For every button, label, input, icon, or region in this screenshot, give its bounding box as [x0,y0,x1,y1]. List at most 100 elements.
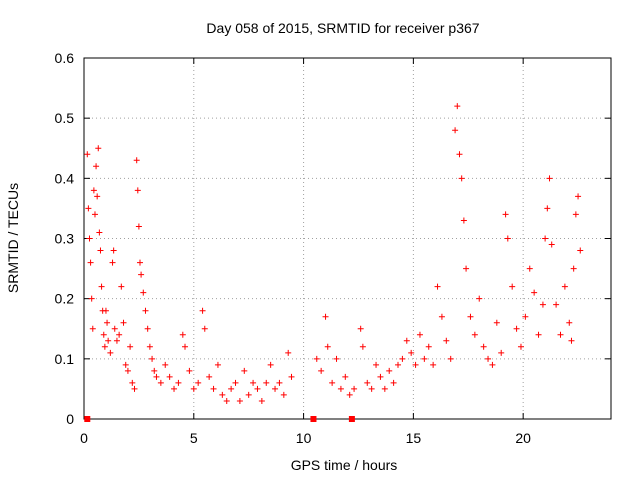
data-point [86,235,93,242]
data-point [124,367,131,374]
data-point [91,211,98,218]
data-point [96,229,103,236]
x-axis-label: GPS time / hours [291,457,398,473]
data-point [223,397,230,404]
data-point [88,295,95,302]
data-point [232,379,239,386]
x-tick-label: 5 [190,430,198,446]
data-point [102,307,109,314]
data-point [157,379,164,386]
data-point [263,379,270,386]
data-point [403,337,410,344]
data-point [498,349,505,356]
data-point [434,283,441,290]
data-point [142,307,149,314]
data-point [93,163,100,170]
data-point [140,289,147,296]
data-point [539,301,546,308]
y-tick-label: 0.2 [55,291,75,307]
data-point [219,391,226,398]
data-point [98,283,105,290]
data-point [351,385,358,392]
chart-title: Day 058 of 2015, SRMTID for receiver p36… [206,20,479,36]
data-point [548,241,555,248]
data-point [458,175,465,182]
data-point [471,331,478,338]
tick-labels: 0 0.1 0.2 0.3 0.4 0.5 0.6 0 5 10 15 20 [55,50,532,446]
data-point [258,397,265,404]
y-tick-label: 0.6 [55,50,75,66]
data-point [568,337,575,344]
y-axis-label: SRMTID / TECUs [5,183,21,293]
data-point [241,367,248,374]
data-point [416,331,423,338]
data-point [452,127,459,134]
data-point [509,283,516,290]
data-point [421,355,428,362]
data-point [175,379,182,386]
data-point [138,271,145,278]
data-point [480,343,487,350]
data-point [166,373,173,380]
data-point [577,247,584,254]
data-point [153,373,160,380]
data-point [110,247,117,254]
data-point [476,295,483,302]
data-point [489,361,496,368]
data-point [346,391,353,398]
data-point [254,385,261,392]
data-point [146,343,153,350]
data-point [127,343,134,350]
data-point [113,337,120,344]
data-point [118,283,125,290]
data-point [313,355,320,362]
data-point [333,355,340,362]
data-point [572,211,579,218]
data-point [94,193,101,200]
data-points [84,103,584,404]
data-point [522,313,529,320]
data-point [116,331,123,338]
y-tick-label: 0.1 [55,351,75,367]
data-point [87,259,94,266]
data-point [381,385,388,392]
data-point [120,319,127,326]
data-point [144,325,151,332]
data-point [129,379,136,386]
data-point [179,331,186,338]
data-point [100,331,107,338]
data-point [463,265,470,272]
data-point [206,373,213,380]
data-point [357,325,364,332]
data-point [199,307,206,314]
data-point [502,211,509,218]
data-point [364,379,371,386]
data-point [546,175,553,182]
data-point [542,235,549,242]
data-point [280,391,287,398]
data-point [399,355,406,362]
data-point [133,157,140,164]
data-point [171,385,178,392]
x-tick-label: 10 [296,430,312,446]
data-point [408,349,415,356]
data-point [122,361,129,368]
data-point [214,361,221,368]
data-point [90,187,97,194]
data-point [151,367,158,374]
data-point [368,385,375,392]
data-point [485,355,492,362]
y-tick-label: 0.3 [55,231,75,247]
axis-ticks [83,57,611,420]
data-point [535,331,542,338]
data-point [390,379,397,386]
data-point [513,325,520,332]
y-tick-label: 0 [66,411,74,427]
data-point [447,355,454,362]
data-point [322,313,329,320]
y-tick-label: 0.5 [55,110,75,126]
y-tick-label: 0.4 [55,170,75,186]
data-point [276,379,283,386]
data-point [324,343,331,350]
